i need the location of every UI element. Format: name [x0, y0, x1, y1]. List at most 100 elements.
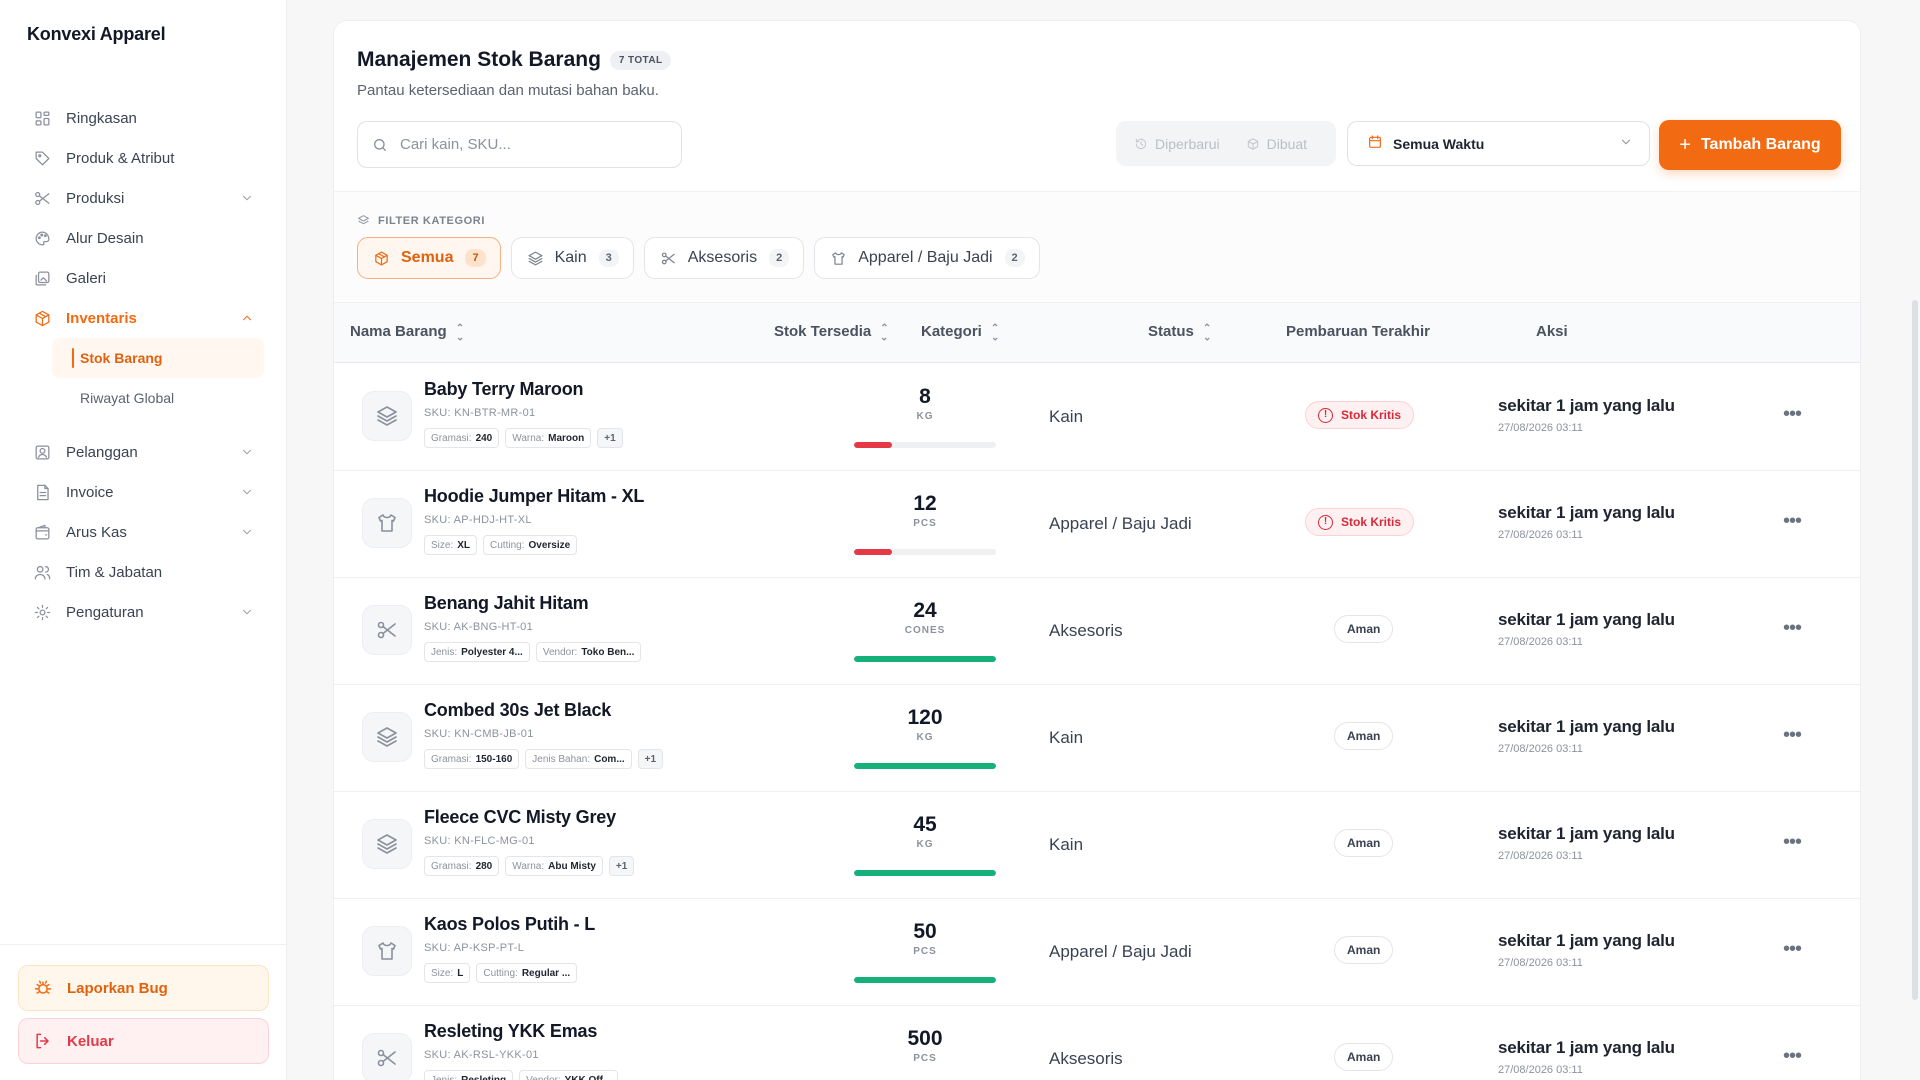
stock-level-fill	[854, 656, 996, 662]
tag-icon	[32, 148, 52, 168]
updated-timestamp: 27/08/2026 03:11	[1498, 529, 1583, 541]
sidebar-item-label: Produksi	[66, 189, 125, 207]
attribute-value: 280	[475, 860, 493, 872]
scissors-icon	[362, 605, 412, 655]
sidebar-item-produk-atribut[interactable]: Produk & Atribut	[18, 138, 268, 178]
report-bug-button[interactable]: Laporkan Bug	[18, 965, 269, 1011]
stock-value: 500	[907, 1027, 943, 1050]
stock-cell: 45 KG	[854, 814, 996, 876]
sidebar: Konvexi Apparel Ringkasan Produk & Atrib…	[0, 0, 287, 1080]
item-name[interactable]: Combed 30s Jet Black	[424, 700, 612, 720]
attribute-tag: Jenis Bahan: Com...	[525, 749, 632, 769]
attribute-value: Com...	[594, 753, 625, 765]
attribute-value: Maroon	[548, 432, 585, 444]
sidebar-item-pelanggan[interactable]: Pelanggan	[18, 432, 268, 472]
status-label: Aman	[1347, 943, 1381, 957]
attribute-tag: Vendor: YKK Off...	[519, 1070, 619, 1080]
sort-updated-button[interactable]: Diperbarui	[1134, 136, 1220, 152]
item-name[interactable]: Fleece CVC Misty Grey	[424, 807, 616, 827]
sidebar-item-inventaris[interactable]: Inventaris	[18, 298, 268, 338]
column-header-nama-barang[interactable]: Nama Barang ⌃ ⌃	[350, 323, 464, 341]
chip-count: 7	[465, 249, 486, 267]
filter-chip-kain[interactable]: Kain 3	[510, 237, 634, 279]
item-name[interactable]: Hoodie Jumper Hitam - XL	[424, 486, 645, 506]
add-item-label: Tambah Barang	[1700, 136, 1821, 153]
sidebar-item-pengaturan[interactable]: Pengaturan	[18, 592, 268, 632]
status-badge: ! Stok Kritis	[1305, 508, 1415, 536]
table-row[interactable]: Baby Terry Maroon SKU: KN-BTR-MR-01 Gram…	[334, 364, 1860, 471]
alert-icon: !	[1318, 514, 1333, 530]
more-actions-icon[interactable]: •••	[1782, 937, 1802, 960]
column-header-kategori[interactable]: Kategori ⌃ ⌃	[921, 323, 999, 341]
sidebar-footer: Laporkan Bug Keluar	[0, 944, 287, 1080]
sort-icon: ⌃ ⌃	[1202, 322, 1212, 341]
search-box[interactable]	[357, 121, 682, 168]
more-actions-icon[interactable]: •••	[1782, 723, 1802, 746]
search-input[interactable]	[400, 136, 660, 153]
table-row[interactable]: Kaos Polos Putih - L SKU: AP-KSP-PT-L Si…	[334, 899, 1860, 1006]
sidebar-item-alur-desain[interactable]: Alur Desain	[18, 218, 268, 258]
status-label: Aman	[1347, 729, 1381, 743]
user-card-icon	[32, 442, 52, 462]
more-actions-icon[interactable]: •••	[1782, 1044, 1802, 1067]
sidebar-item-tim-jabatan[interactable]: Tim & Jabatan	[18, 552, 268, 592]
add-item-button[interactable]: + Tambah Barang	[1659, 120, 1841, 170]
table-row[interactable]: Resleting YKK Emas SKU: AK-RSL-YKK-01 Je…	[334, 1006, 1860, 1080]
more-attributes-badge[interactable]: +1	[597, 428, 623, 448]
sidebar-item-produksi[interactable]: Produksi	[18, 178, 268, 218]
gallery-icon	[32, 268, 52, 288]
column-header-status[interactable]: Status ⌃ ⌃	[1148, 322, 1212, 341]
attribute-value: XL	[457, 539, 471, 551]
date-filter-select[interactable]: Semua Waktu	[1347, 121, 1650, 166]
column-header-stok-tersedia[interactable]: Stok Tersedia ⌃ ⌃	[774, 323, 889, 341]
more-attributes-badge[interactable]: +1	[608, 856, 635, 876]
more-actions-icon[interactable]: •••	[1782, 616, 1802, 639]
chip-count: 2	[1004, 249, 1025, 267]
layers-icon	[362, 712, 412, 762]
history-icon	[1135, 138, 1147, 149]
sidebar-subitem-stok-barang[interactable]: Stok Barang	[52, 338, 264, 378]
stock-cell: 12 PCS	[854, 493, 996, 555]
item-name[interactable]: Resleting YKK Emas	[424, 1021, 598, 1041]
item-name[interactable]: Benang Jahit Hitam	[424, 593, 589, 613]
cube-icon	[1247, 137, 1258, 150]
item-name[interactable]: Kaos Polos Putih - L	[424, 914, 596, 934]
more-actions-icon[interactable]: •••	[1782, 830, 1802, 853]
logout-button[interactable]: Keluar	[18, 1018, 269, 1064]
sidebar-item-galeri[interactable]: Galeri	[18, 258, 268, 298]
chip-count: 3	[598, 249, 619, 267]
sort-created-button[interactable]: Dibuat	[1246, 136, 1307, 152]
plus-icon: +	[1679, 134, 1691, 156]
updated-relative: sekitar 1 jam yang lalu	[1498, 824, 1675, 843]
attribute-value: Abu Misty	[548, 860, 596, 872]
updated-timestamp: 27/08/2026 03:11	[1498, 1064, 1583, 1076]
table-row[interactable]: Benang Jahit Hitam SKU: AK-BNG-HT-01 Jen…	[334, 578, 1860, 685]
more-actions-icon[interactable]: •••	[1782, 509, 1802, 532]
more-attributes-badge[interactable]: +1	[637, 749, 664, 769]
attribute-tag: Gramasi: 240	[424, 428, 500, 448]
sidebar-item-label: Ringkasan	[66, 109, 137, 127]
filter-chip-semua[interactable]: Semua 7	[357, 237, 501, 279]
stock-level-bar	[854, 977, 996, 983]
sidebar-item-ringkasan[interactable]: Ringkasan	[18, 98, 268, 138]
filter-chip-aksesoris[interactable]: Aksesoris 2	[643, 237, 805, 279]
stock-level-fill	[854, 870, 996, 876]
sidebar-item-arus-kas[interactable]: Arus Kas	[18, 512, 268, 552]
attribute-key: Jenis:	[431, 1074, 458, 1080]
layers-icon	[358, 215, 369, 225]
stock-level-bar	[854, 442, 996, 448]
chevron-down-icon	[240, 191, 254, 205]
more-actions-icon[interactable]: •••	[1782, 402, 1802, 425]
table-row[interactable]: Fleece CVC Misty Grey SKU: KN-FLC-MG-01 …	[334, 792, 1860, 899]
stock-unit: KG	[916, 732, 934, 743]
item-name[interactable]: Baby Terry Maroon	[424, 379, 584, 399]
stock-card: Manajemen Stok Barang 7 TOTAL Pantau ket…	[333, 20, 1861, 1080]
alert-icon: !	[1318, 407, 1333, 423]
filter-chip-apparel-baju-jadi[interactable]: Apparel / Baju Jadi 2	[814, 237, 1040, 279]
table-row[interactable]: Combed 30s Jet Black SKU: KN-CMB-JB-01 G…	[334, 685, 1860, 792]
table-row[interactable]: Hoodie Jumper Hitam - XL SKU: AP-HDJ-HT-…	[334, 471, 1860, 578]
column-header-label: Aksi	[1536, 323, 1568, 340]
sidebar-item-invoice[interactable]: Invoice	[18, 472, 268, 512]
page-scrollbar[interactable]	[1912, 300, 1918, 1000]
sidebar-subitem-riwayat-global[interactable]: Riwayat Global	[52, 378, 264, 418]
